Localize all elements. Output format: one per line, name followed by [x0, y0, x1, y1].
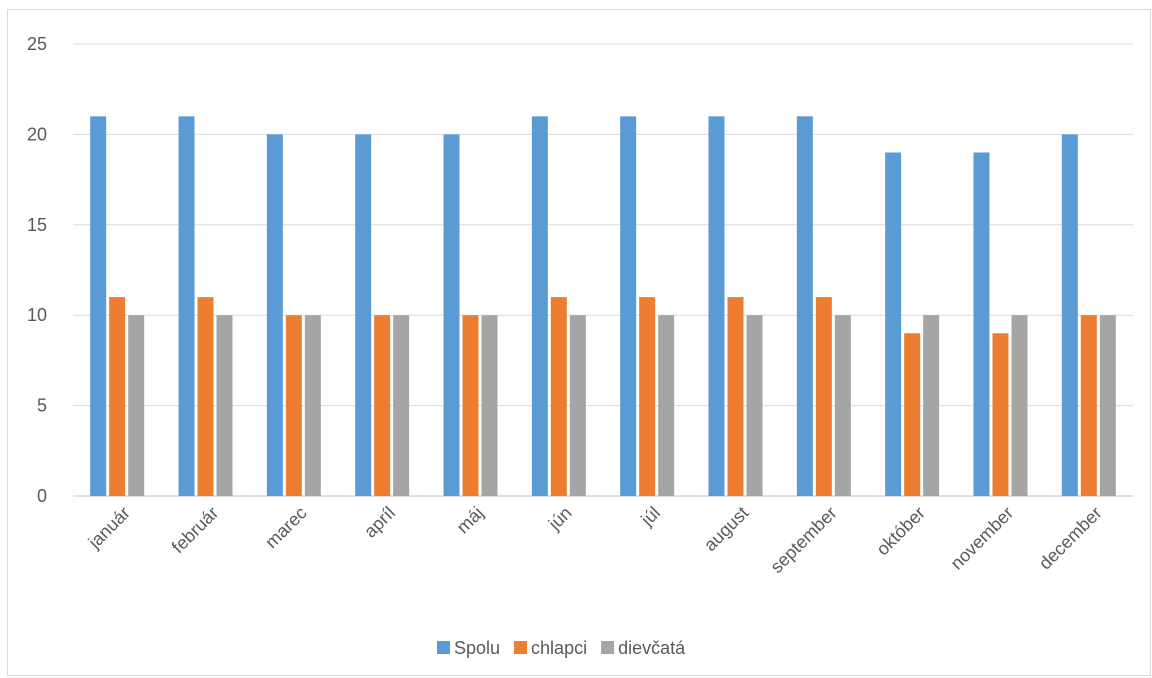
x-tick-label: marec: [261, 503, 311, 553]
legend-label: chlapci: [531, 638, 587, 658]
legend-swatch: [437, 641, 450, 654]
bar-dievčatá-august: [746, 315, 763, 496]
x-tick-label: október: [872, 503, 929, 560]
x-tick-label: apríl: [360, 503, 399, 542]
y-tick-label: 20: [27, 124, 47, 144]
legend-swatch: [514, 641, 528, 654]
legend-label: Spolu: [454, 638, 500, 658]
x-tick-label: november: [947, 503, 1018, 574]
x-tick-label: máj: [453, 503, 488, 538]
bar-dievčatá-jún: [569, 315, 586, 496]
bar-dievčatá-máj: [481, 315, 498, 496]
bar-Spolu-júl: [620, 116, 637, 496]
x-tick-label: september: [766, 503, 840, 577]
y-tick-label: 5: [37, 396, 47, 416]
y-tick-label: 25: [27, 34, 47, 54]
bar-chlapci-apríl: [374, 315, 391, 496]
bar-dievčatá-november: [1011, 315, 1028, 496]
bar-dievčatá-júl: [658, 315, 675, 496]
bar-chlapci-december: [1080, 315, 1097, 496]
bar-chlapci-jún: [550, 297, 567, 496]
legend-item-Spolu: Spolu: [437, 638, 500, 658]
y-tick-label: 15: [27, 215, 47, 235]
x-tick-label: júl: [636, 503, 664, 531]
bar-dievčatá-marec: [304, 315, 321, 496]
bar-Spolu-máj: [443, 134, 460, 496]
gridlines: [73, 43, 1133, 497]
x-tick-label: jún: [544, 503, 576, 535]
bar-dievčatá-február: [216, 315, 233, 496]
legend-label: dievčatá: [618, 638, 686, 658]
legend-swatch: [601, 641, 615, 654]
bar-Spolu-január: [90, 116, 107, 496]
bar-chlapci-február: [197, 297, 214, 496]
x-tick-label: február: [168, 503, 222, 557]
bar-Spolu-december: [1061, 134, 1078, 496]
bar-dievčatá-október: [923, 315, 940, 496]
y-tick-label: 0: [37, 486, 47, 506]
bar-chlapci-august: [727, 297, 744, 496]
legend: Spolu chlapci dievčatá: [437, 638, 686, 658]
bar-Spolu-november: [973, 152, 990, 497]
bar-chlapci-november: [992, 333, 1009, 496]
bar-chlapci-október: [904, 333, 921, 496]
bar-chlapci-marec: [285, 315, 302, 496]
bar-chlapci-máj: [462, 315, 479, 496]
bar-dievčatá-september: [834, 315, 851, 496]
bars: [90, 116, 1116, 497]
x-tick-label: január: [84, 503, 134, 553]
bar-chlapci-júl: [639, 297, 656, 496]
bar-dievčatá-december: [1099, 315, 1116, 496]
bar-Spolu-marec: [266, 134, 283, 496]
legend-item-dievčatá: dievčatá: [601, 638, 686, 658]
x-axis-tick-labels: január február marec apríl máj jún júl august se…: [84, 503, 1106, 577]
x-tick-label: december: [1035, 503, 1106, 574]
bar-Spolu-október: [885, 152, 902, 497]
y-tick-label: 10: [27, 305, 47, 325]
bar-Spolu-február: [178, 116, 195, 496]
bar-dievčatá-január: [128, 315, 145, 496]
y-axis-tick-labels: 0 5 10 15 20 25: [27, 34, 47, 506]
bar-dievčatá-apríl: [393, 315, 410, 496]
bar-chlapci-január: [109, 297, 126, 496]
bar-Spolu-september: [796, 116, 813, 496]
bar-Spolu-august: [708, 116, 725, 496]
bar-chlapci-september: [815, 297, 832, 496]
bar-Spolu-apríl: [355, 134, 372, 496]
x-tick-label: august: [700, 503, 752, 555]
legend-item-chlapci: chlapci: [514, 638, 587, 658]
bar-Spolu-jún: [531, 116, 548, 496]
